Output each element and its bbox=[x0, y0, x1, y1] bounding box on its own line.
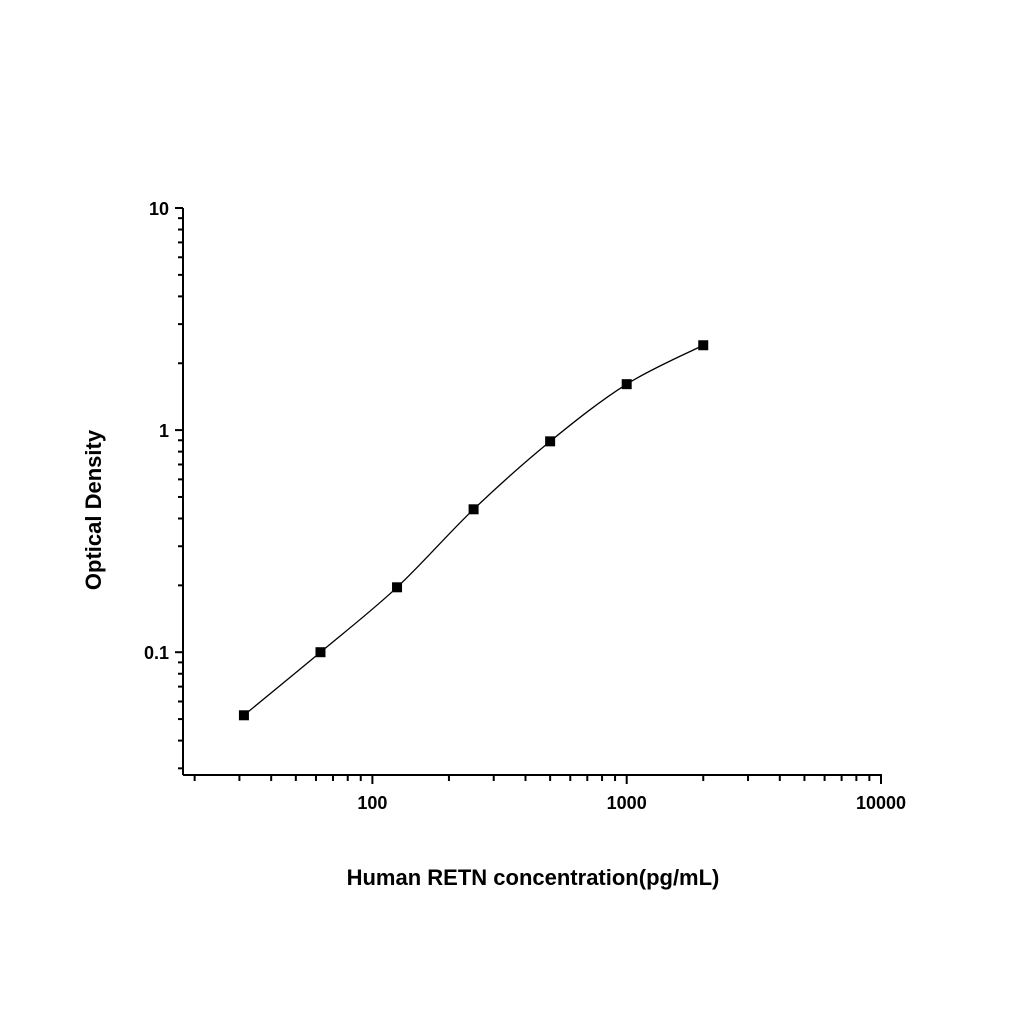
data-point bbox=[545, 436, 556, 447]
x-tick-label: 100 bbox=[357, 793, 387, 813]
x-tick-label: 10000 bbox=[856, 793, 906, 813]
y-tick-label: 1 bbox=[159, 421, 169, 441]
data-point bbox=[468, 504, 479, 515]
data-point bbox=[238, 710, 249, 721]
data-point bbox=[621, 379, 632, 390]
axes: 0.1 1 10 100 1000 10000 bbox=[144, 199, 906, 813]
x-tick-label: 1000 bbox=[607, 793, 647, 813]
data-point bbox=[315, 647, 326, 658]
data-point bbox=[392, 582, 403, 593]
x-axis-label: Human RETN concentration(pg/mL) bbox=[347, 865, 720, 890]
data-point bbox=[698, 340, 709, 351]
fit-curve bbox=[243, 344, 704, 716]
y-axis-label: Optical Density bbox=[81, 429, 106, 590]
data-points bbox=[238, 340, 709, 721]
y-tick-label: 0.1 bbox=[144, 643, 169, 663]
y-tick-label: 10 bbox=[149, 199, 169, 219]
